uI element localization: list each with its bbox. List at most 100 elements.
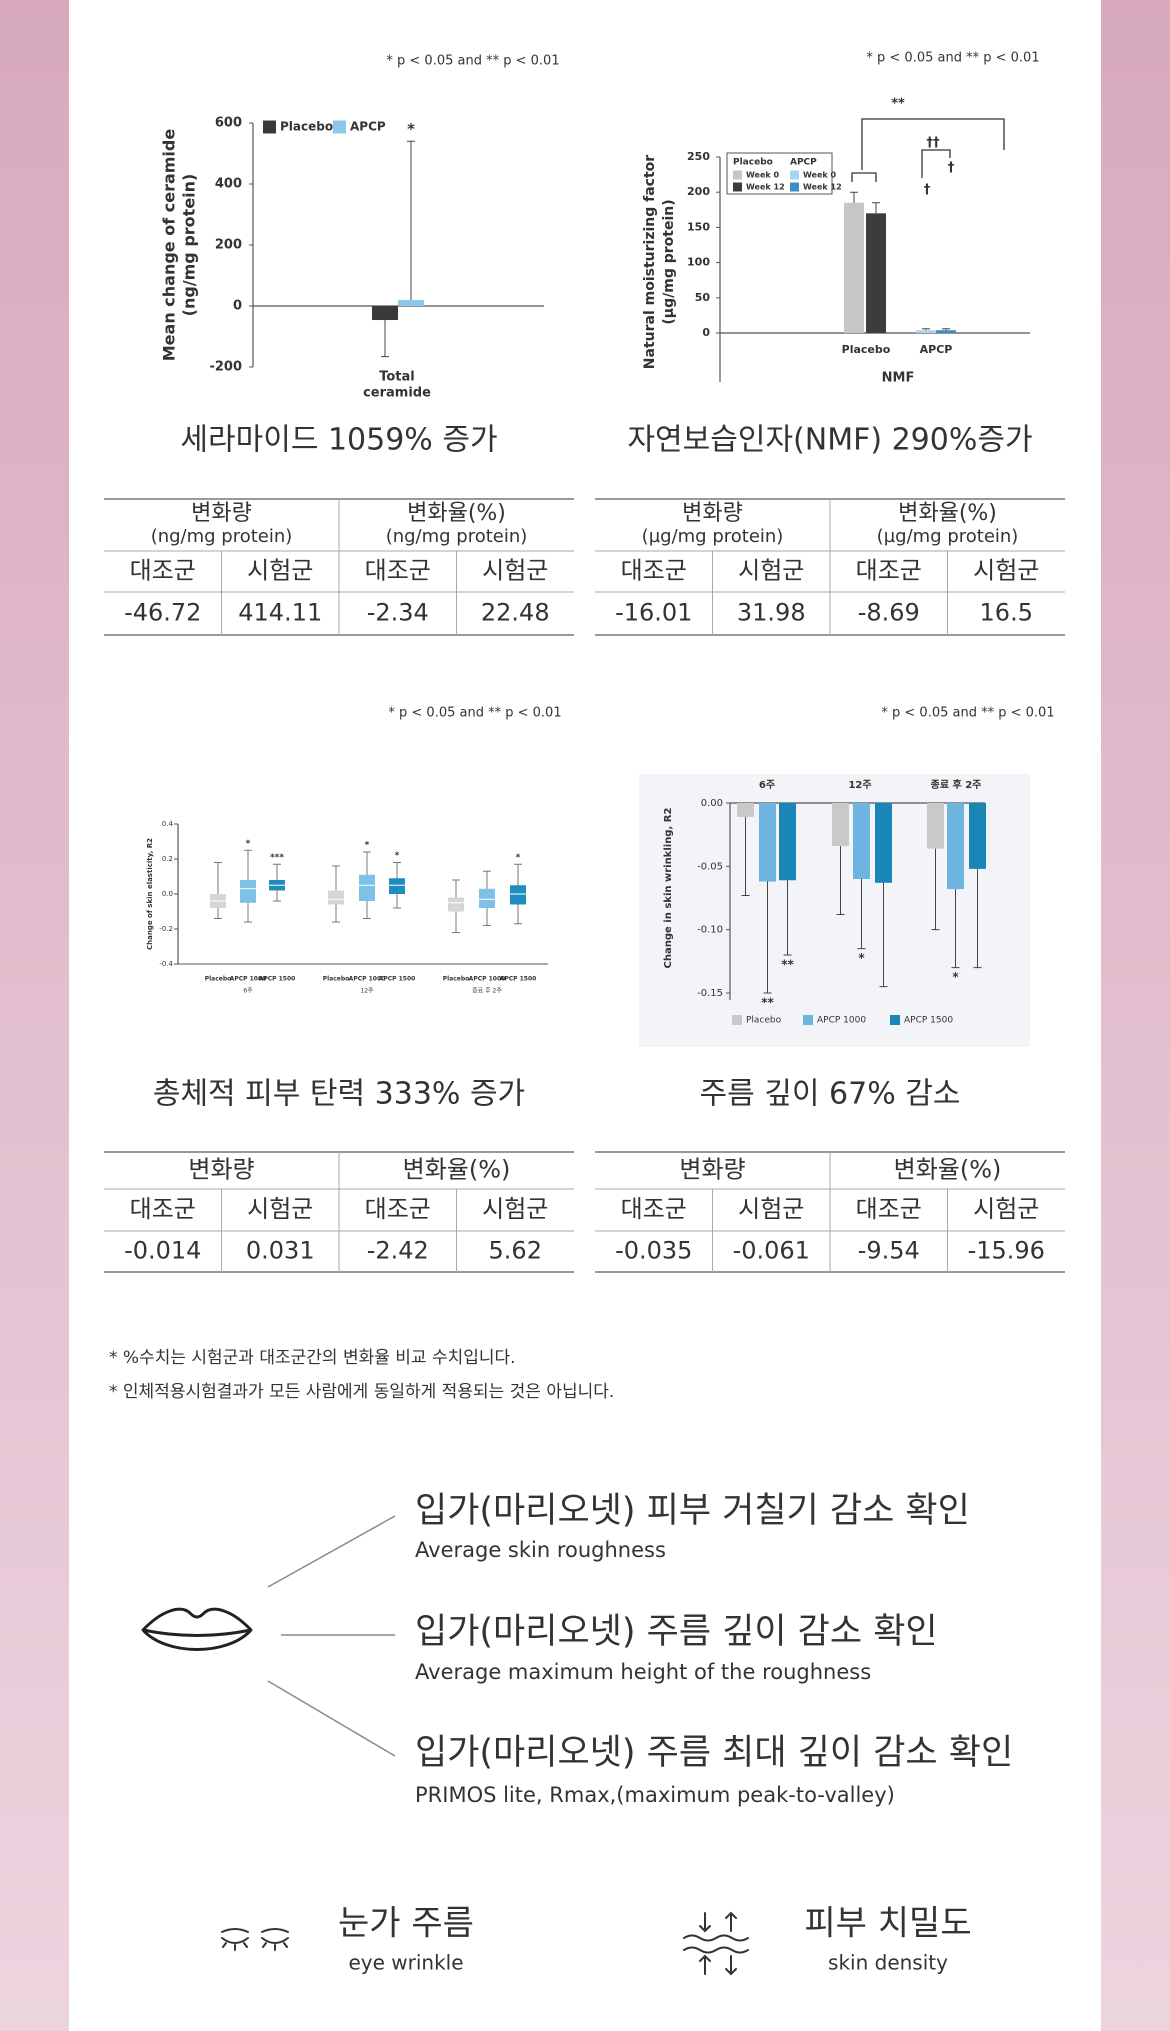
series-label: APCP 1500 <box>259 976 296 983</box>
significance-mark: * <box>858 951 865 965</box>
error-bar <box>951 889 960 969</box>
table-unit: (ng/mg protein) <box>151 526 293 547</box>
significance-mark: *** <box>270 853 284 863</box>
x-tick-label: 6주 <box>759 779 775 791</box>
legend-label: Week 12 <box>803 183 842 192</box>
series-label: Placebo <box>443 976 470 983</box>
table-column-header: 대조군 <box>365 557 431 585</box>
annotation: ** <box>891 97 905 112</box>
table-cell: 0.031 <box>246 1237 315 1265</box>
bar <box>916 330 936 333</box>
legend-header: APCP <box>790 158 817 168</box>
eye-lid <box>221 1937 249 1944</box>
claim-title: 입가(마리오넷) 주름 최대 깊이 감소 확인 <box>415 1733 1013 1773</box>
footnote: * %수치는 시험군과 대조군간의 변화율 비교 수치입니다. <box>109 1348 516 1368</box>
y-tick-label: 200 <box>215 238 242 253</box>
annotation: †† <box>927 136 941 151</box>
legend-swatch <box>790 170 799 180</box>
table-column-header: 시험군 <box>973 557 1039 585</box>
table-group-header: 변화량 <box>682 501 743 526</box>
table-unit: (µg/mg protein) <box>642 526 784 547</box>
y-tick-label: 0.0 <box>162 890 173 898</box>
series-label: APCP 1000 <box>349 976 386 983</box>
table-cell: -8.69 <box>858 599 920 627</box>
wave-line <box>683 1946 749 1954</box>
x-tick-label: Placebo <box>842 343 891 356</box>
table-column-header: 대조군 <box>130 557 196 585</box>
table-column-header: 시험군 <box>247 1195 313 1223</box>
error-bar <box>872 202 880 214</box>
x-tick-label: 종료 후 2주 <box>931 778 982 791</box>
y-tick-label: 150 <box>687 220 710 233</box>
box <box>510 885 526 905</box>
legend-swatch <box>732 1015 742 1025</box>
table-column-header: 시험군 <box>247 557 313 585</box>
x-tick-label: ceramide <box>363 386 431 401</box>
lips-line <box>142 1628 252 1637</box>
section-headline: 세라마이드 1059% 증가 <box>180 423 497 458</box>
x-tick-label: 6주 <box>243 988 253 995</box>
legend-header: Placebo <box>733 158 773 168</box>
legend-label: Week 0 <box>746 171 779 180</box>
table-column-header: 시험군 <box>738 557 804 585</box>
bar <box>759 803 776 882</box>
eye-icon <box>221 1928 289 1951</box>
legend-swatch <box>733 170 742 180</box>
arrow <box>725 1911 737 1932</box>
y-tick-label: 50 <box>695 291 711 304</box>
bar <box>947 803 964 890</box>
y-axis-label: (µg/mg protein) <box>661 199 677 324</box>
y-tick-label: 0 <box>702 326 710 339</box>
bar <box>398 299 424 306</box>
table-column-header: 시험군 <box>973 1195 1039 1223</box>
lips-outline <box>141 1607 253 1651</box>
significance-mark: * <box>407 120 415 138</box>
table-cell: 22.48 <box>481 599 550 627</box>
table-column-header: 시험군 <box>482 1195 548 1223</box>
table-column-header: 대조군 <box>621 1195 687 1223</box>
significance-mark: * <box>246 839 251 849</box>
table-column-header: 대조군 <box>856 1195 922 1223</box>
box <box>359 874 375 901</box>
y-tick-label: 200 <box>687 185 710 198</box>
table-column-header: 시험군 <box>738 1195 804 1223</box>
table-column-header: 시험군 <box>482 557 548 585</box>
claim-subtitle: PRIMOS lite, Rmax,(maximum peak-to-valle… <box>415 1783 895 1807</box>
bar <box>832 803 849 847</box>
significance-bracket <box>921 149 951 178</box>
y-tick-label: 0.4 <box>162 820 174 828</box>
y-tick-label: -200 <box>209 360 242 375</box>
table-cell: -2.42 <box>367 1237 429 1265</box>
section-headline: 자연보습인자(NMF) 290%증가 <box>627 423 1032 458</box>
legend-label: Placebo <box>280 120 333 134</box>
series-label: Placebo <box>205 976 232 983</box>
box <box>389 878 405 894</box>
bar <box>779 803 796 881</box>
connector-line <box>267 1515 396 1588</box>
table-group-header: 변화율(%) <box>898 501 997 526</box>
significance-bracket <box>851 172 877 182</box>
legend-swatch <box>263 120 276 134</box>
table-column-header: 대조군 <box>365 1195 431 1223</box>
feature-subtitle: skin density <box>828 1951 948 1975</box>
legend-swatch <box>790 182 799 192</box>
table-cell: -46.72 <box>124 599 201 627</box>
eye-lid <box>261 1928 289 1933</box>
error-bar <box>922 328 930 331</box>
table-cell: -9.54 <box>858 1237 920 1265</box>
bar <box>372 306 398 321</box>
chart-note: * p < 0.05 and ** p < 0.01 <box>866 51 1039 66</box>
x-tick-label: 12주 <box>360 988 374 995</box>
error-bar <box>783 880 792 956</box>
bar <box>936 330 956 333</box>
error-bar <box>381 320 389 358</box>
box-whisker <box>214 862 222 919</box>
feature-subtitle: eye wrinkle <box>348 1951 463 1975</box>
feature-title: 피부 치밀도 <box>804 1904 971 1944</box>
table-cell: -0.061 <box>733 1237 810 1265</box>
y-tick-label: 600 <box>215 116 242 131</box>
error-bar <box>973 868 982 969</box>
x-tick-label: 종료 후 2주 <box>472 987 502 995</box>
error-bar <box>857 879 866 950</box>
y-axis-label: Mean change of ceramide <box>160 129 179 362</box>
